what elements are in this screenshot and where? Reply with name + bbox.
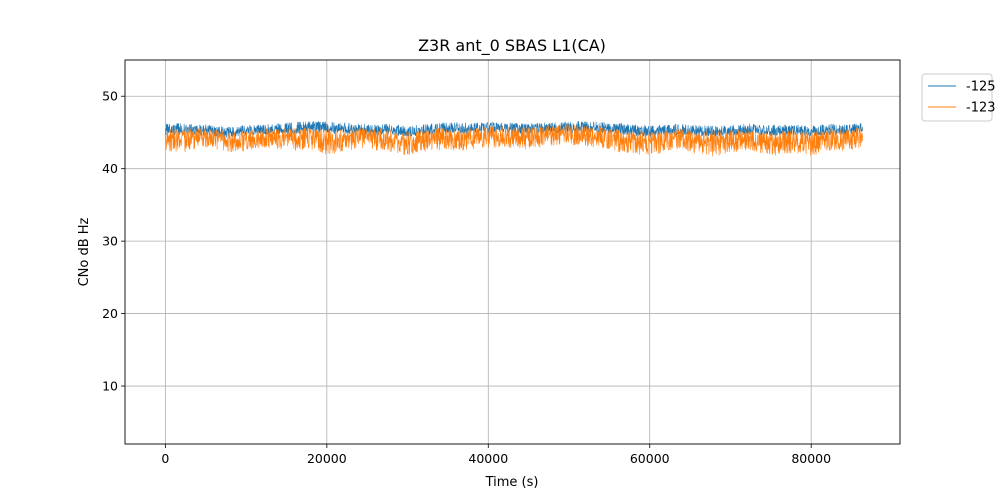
- grid: [125, 60, 900, 444]
- plot-frame: [124, 59, 901, 445]
- y-tick-label: 40: [102, 161, 118, 176]
- chart-title: Z3R ant_0 SBAS L1(CA): [418, 36, 606, 56]
- y-tick-label: 50: [102, 89, 118, 104]
- y-tick-label: 20: [102, 306, 118, 321]
- y-axis-label: CNo dB Hz: [77, 217, 92, 286]
- x-tick-label: 80000: [791, 451, 831, 466]
- legend-label-series-1: -125: [966, 80, 996, 95]
- y-axis: 10 20 30 40 50: [102, 89, 125, 394]
- legend-label-series-2: -123: [966, 101, 996, 116]
- series-layer: [165, 120, 863, 157]
- y-tick-label: 10: [102, 379, 118, 394]
- x-axis: 0 20000 40000 60000 80000: [161, 444, 831, 466]
- legend: -125 -123: [921, 73, 996, 122]
- x-tick-label: 20000: [307, 451, 347, 466]
- series-line-2: [165, 124, 863, 157]
- x-tick-label: 40000: [468, 451, 508, 466]
- x-tick-label: 0: [161, 451, 169, 466]
- x-tick-label: 60000: [630, 451, 670, 466]
- y-tick-label: 30: [102, 234, 118, 249]
- x-axis-label: Time (s): [485, 475, 539, 490]
